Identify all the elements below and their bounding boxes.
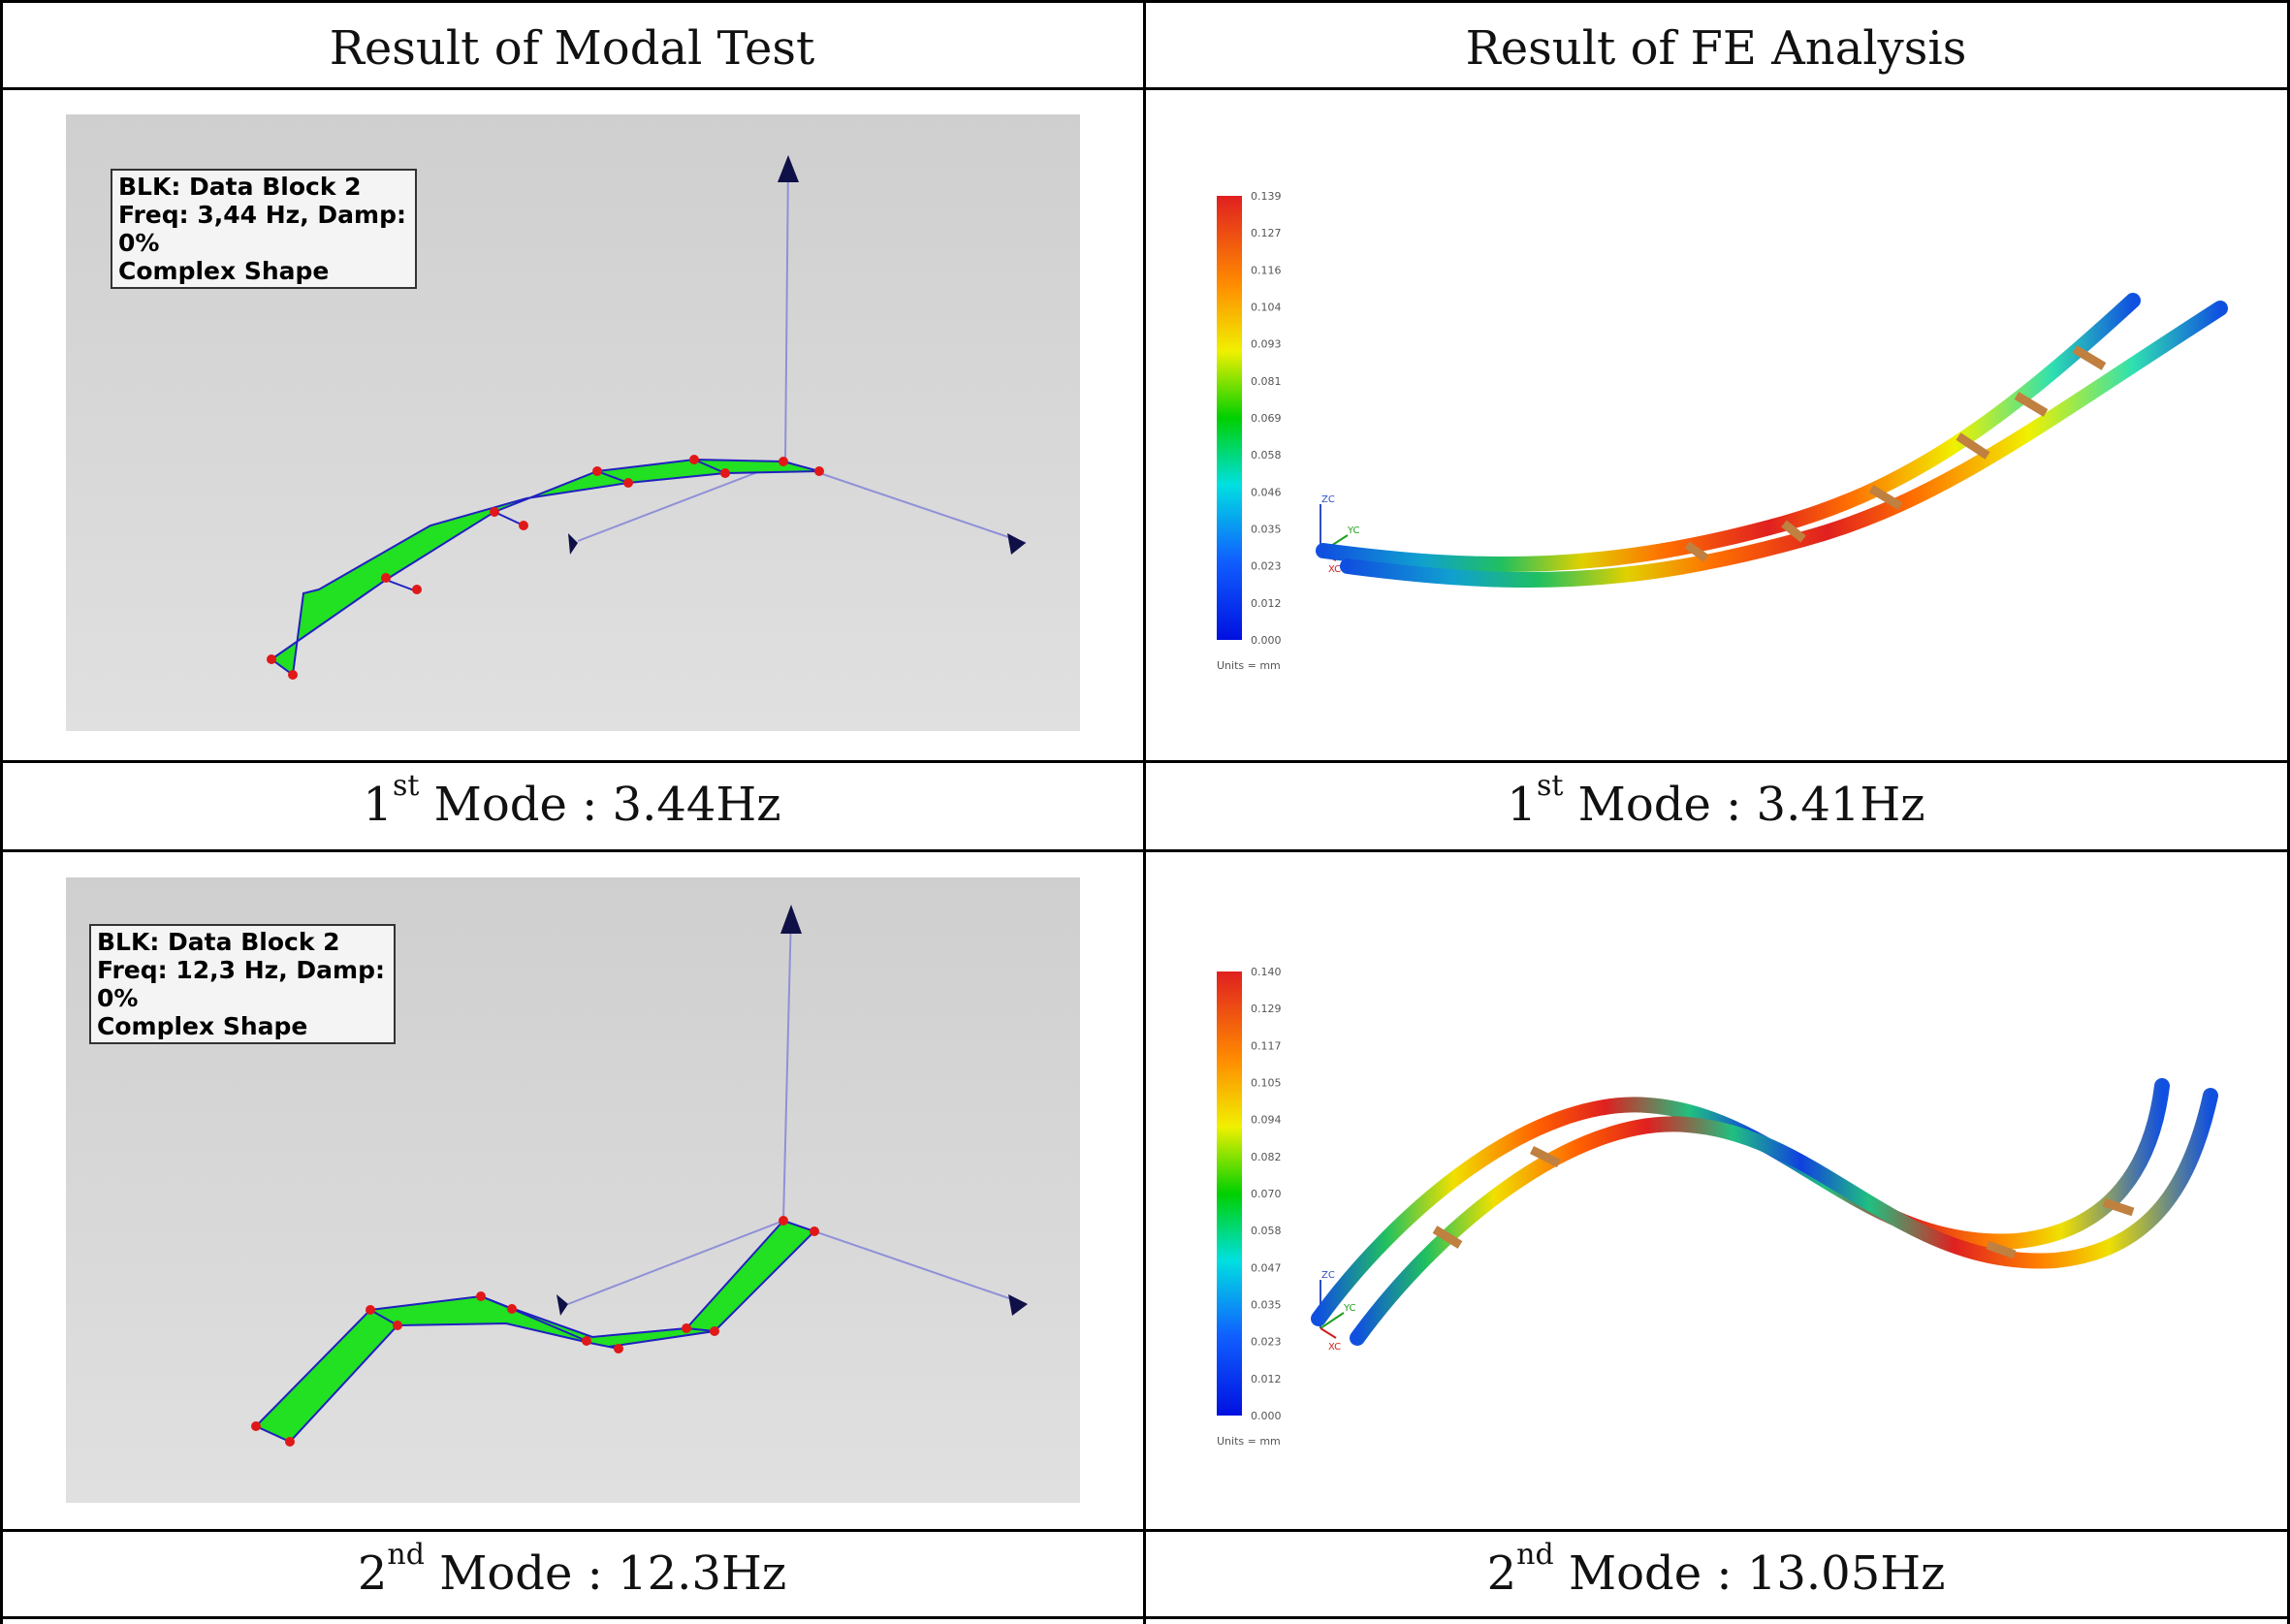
node-markers xyxy=(251,1216,819,1447)
modal-test-mode2-panel: BLK: Data Block 2 Freq: 12,3 Hz, Damp: 0… xyxy=(66,877,1080,1503)
info-block: BLK: Data Block 2 xyxy=(97,928,340,956)
axis-arrow-y-icon xyxy=(568,533,578,555)
mode-shape-segments xyxy=(385,459,726,592)
scale-tick-label: 0.035 xyxy=(1251,524,1282,536)
scale-tick-label: 0.058 xyxy=(1251,1225,1282,1237)
header-fe-analysis: Result of FE Analysis xyxy=(1465,21,1967,76)
scale-tick-label: 0.035 xyxy=(1251,1299,1282,1312)
scale-tick-label: 0.129 xyxy=(1251,1003,1282,1015)
cross-members xyxy=(1684,345,2107,562)
svg-text:ZC: ZC xyxy=(1321,1270,1335,1281)
axis-arrow-x-icon xyxy=(1008,1294,1028,1316)
svg-text:XC: XC xyxy=(1328,564,1341,575)
scale-tick-label: 0.105 xyxy=(1251,1077,1282,1090)
coordinate-axes xyxy=(567,911,1027,1305)
caption-mode1-test: 1st Mode : 3.44Hz xyxy=(363,769,781,833)
caption-mode2-test: 2nd Mode : 12.3Hz xyxy=(357,1538,787,1602)
table-border xyxy=(2287,0,2290,1624)
scale-tick-label: 0.012 xyxy=(1251,597,1282,610)
deformed-frame xyxy=(1316,293,2228,589)
color-scale-labels: 0.140 0.129 0.117 0.105 0.094 0.082 0.070 0.058… xyxy=(1251,966,1282,1422)
color-scale-bar xyxy=(1217,196,1242,640)
fe-analysis-mode2-panel: 0.140 0.129 0.117 0.105 0.094 0.082 0.070 0.058… xyxy=(1163,921,2269,1503)
axis-arrow-y-icon xyxy=(557,1294,568,1316)
scale-tick-label: 0.127 xyxy=(1251,227,1282,239)
scale-tick-label: 0.104 xyxy=(1251,302,1282,314)
scale-tick-label: 0.094 xyxy=(1251,1114,1282,1127)
modal-test-mode1-panel: BLK: Data Block 2 Freq: 3,44 Hz, Damp: 0… xyxy=(66,114,1080,731)
scale-tick-label: 0.082 xyxy=(1251,1151,1282,1163)
svg-text:YC: YC xyxy=(1343,1303,1356,1314)
mode-shape-plot xyxy=(251,905,1028,1447)
fe-analysis-mode1-panel: 0.139 0.127 0.116 0.104 0.093 0.081 0.069 0.058… xyxy=(1163,145,2269,727)
mode-info-box: BLK: Data Block 2 Freq: 12,3 Hz, Damp: 0… xyxy=(89,924,396,1044)
scale-tick-label: 0.070 xyxy=(1251,1188,1282,1200)
color-scale-labels: 0.139 0.127 0.116 0.104 0.093 0.081 0.069 0.058… xyxy=(1251,190,1282,647)
cross-members xyxy=(1432,1145,2135,1259)
info-shape: Complex Shape xyxy=(118,257,330,285)
mode-shape-plot xyxy=(267,155,1027,680)
caption-mode1-fe: 1st Mode : 3.41Hz xyxy=(1507,769,1925,833)
info-block: BLK: Data Block 2 xyxy=(118,173,362,201)
scale-tick-label: 0.081 xyxy=(1251,375,1282,388)
table-border xyxy=(0,0,3,1624)
scale-tick-label: 0.023 xyxy=(1251,1336,1282,1349)
scale-tick-label: 0.023 xyxy=(1251,560,1282,573)
deformed-frame xyxy=(1311,1078,2218,1346)
axis-arrow-z-icon xyxy=(780,905,802,934)
axis-arrow-z-icon xyxy=(778,155,799,182)
units-label: Units = mm xyxy=(1217,659,1281,672)
scale-tick-label: 0.139 xyxy=(1251,190,1282,203)
fe-contour-plot: 0.139 0.127 0.116 0.104 0.093 0.081 0.069 0.058… xyxy=(1217,190,2228,672)
info-shape: Complex Shape xyxy=(97,1012,308,1040)
scale-tick-label: 0.140 xyxy=(1251,966,1282,978)
scale-tick-label: 0.069 xyxy=(1251,412,1282,425)
node-markers xyxy=(267,455,824,680)
scale-tick-label: 0.117 xyxy=(1251,1039,1282,1052)
fe-contour-plot: 0.140 0.129 0.117 0.105 0.094 0.082 0.070 0.058… xyxy=(1217,966,2218,1448)
coordinate-axes xyxy=(577,160,1027,544)
scale-tick-label: 0.012 xyxy=(1251,1373,1282,1385)
scale-tick-label: 0.058 xyxy=(1251,449,1282,462)
color-scale-bar xyxy=(1217,971,1242,1416)
scale-tick-label: 0.093 xyxy=(1251,338,1282,351)
info-frequency: Freq: 12,3 Hz, Damp: 0% xyxy=(97,956,385,1012)
mode-shape-surface xyxy=(254,1219,816,1444)
header-modal-test: Result of Modal Test xyxy=(329,21,815,76)
units-label: Units = mm xyxy=(1217,1435,1281,1448)
svg-text:XC: XC xyxy=(1328,1342,1341,1353)
svg-text:ZC: ZC xyxy=(1321,494,1335,505)
scale-tick-label: 0.047 xyxy=(1251,1261,1282,1274)
svg-text:YC: YC xyxy=(1347,525,1360,536)
scale-tick-label: 0.000 xyxy=(1251,1410,1282,1422)
caption-mode2-fe: 2nd Mode : 13.05Hz xyxy=(1486,1538,1946,1602)
scale-tick-label: 0.000 xyxy=(1251,634,1282,647)
scale-tick-label: 0.116 xyxy=(1251,264,1282,276)
axis-arrow-x-icon xyxy=(1007,533,1026,555)
scale-tick-label: 0.046 xyxy=(1251,486,1282,498)
mode-info-box: BLK: Data Block 2 Freq: 3,44 Hz, Damp: 0… xyxy=(111,169,417,289)
mode-shape-surface xyxy=(270,458,820,677)
info-frequency: Freq: 3,44 Hz, Damp: 0% xyxy=(118,201,406,257)
table-border xyxy=(1143,0,1146,1624)
